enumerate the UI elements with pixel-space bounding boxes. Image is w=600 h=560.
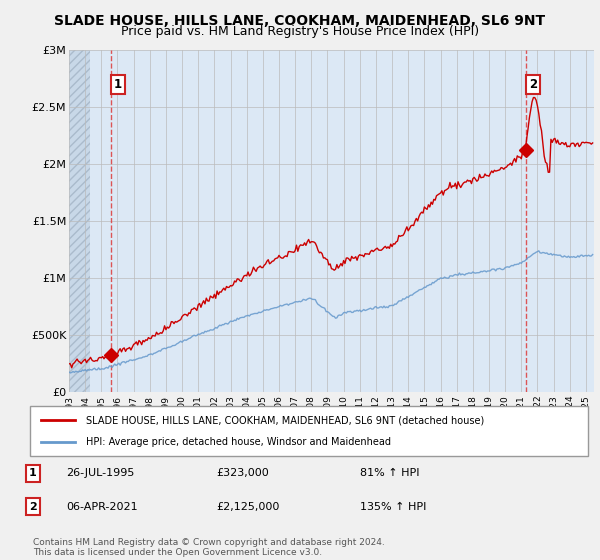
- Text: SLADE HOUSE, HILLS LANE, COOKHAM, MAIDENHEAD, SL6 9NT: SLADE HOUSE, HILLS LANE, COOKHAM, MAIDEN…: [55, 14, 545, 28]
- Text: Contains HM Land Registry data © Crown copyright and database right 2024.
This d: Contains HM Land Registry data © Crown c…: [33, 538, 385, 557]
- Text: 1: 1: [29, 468, 37, 478]
- Bar: [69, 50, 90, 392]
- Text: 135% ↑ HPI: 135% ↑ HPI: [360, 502, 427, 512]
- Text: SLADE HOUSE, HILLS LANE, COOKHAM, MAIDENHEAD, SL6 9NT (detached house): SLADE HOUSE, HILLS LANE, COOKHAM, MAIDEN…: [86, 415, 484, 425]
- Text: £323,000: £323,000: [216, 468, 269, 478]
- Text: HPI: Average price, detached house, Windsor and Maidenhead: HPI: Average price, detached house, Wind…: [86, 437, 391, 447]
- Text: 06-APR-2021: 06-APR-2021: [66, 502, 137, 512]
- Text: Price paid vs. HM Land Registry's House Price Index (HPI): Price paid vs. HM Land Registry's House …: [121, 25, 479, 38]
- FancyBboxPatch shape: [30, 406, 588, 456]
- Text: 26-JUL-1995: 26-JUL-1995: [66, 468, 134, 478]
- Text: 81% ↑ HPI: 81% ↑ HPI: [360, 468, 419, 478]
- Text: 1: 1: [114, 78, 122, 91]
- Text: 2: 2: [29, 502, 37, 512]
- Text: £2,125,000: £2,125,000: [216, 502, 280, 512]
- Text: 2: 2: [529, 78, 537, 91]
